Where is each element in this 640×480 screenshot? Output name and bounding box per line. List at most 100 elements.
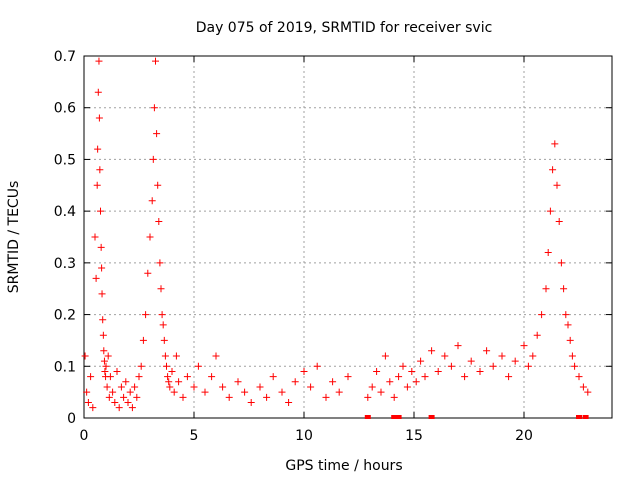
data-point: [150, 104, 158, 112]
chart-title: Day 075 of 2019, SRMTID for receiver svi…: [196, 20, 493, 36]
plot-frame: [83, 55, 613, 419]
data-point: [285, 398, 293, 406]
data-point: [562, 311, 570, 319]
x-tick-label: 10: [295, 428, 313, 444]
data-point: [278, 388, 286, 396]
data-point: [152, 57, 159, 65]
data-point: [156, 259, 164, 267]
data-point: [89, 404, 97, 412]
data-point: [144, 269, 152, 277]
data-point: [421, 373, 429, 381]
data-point: [81, 352, 89, 360]
data-point: [560, 285, 568, 293]
data-point: [219, 383, 227, 391]
x-tick-label: 15: [405, 428, 423, 444]
y-tick-label: 0.3: [54, 256, 76, 272]
data-point: [160, 336, 168, 344]
data-point: [417, 357, 425, 365]
data-point: [263, 393, 271, 401]
data-point: [94, 88, 102, 96]
zero-marker: [391, 415, 398, 419]
x-axis-label: GPS time / hours: [285, 458, 402, 474]
data-point: [386, 378, 394, 386]
data-point: [571, 362, 579, 370]
data-point: [329, 378, 337, 386]
y-tick-label: 0.1: [54, 359, 76, 375]
data-point: [102, 362, 110, 370]
data-point: [128, 404, 136, 412]
y-tick-label: 0.6: [54, 101, 76, 117]
data-point: [566, 336, 574, 344]
data-point: [115, 404, 123, 412]
data-point: [106, 373, 114, 381]
data-point: [399, 362, 407, 370]
data-point: [96, 166, 104, 174]
data-point: [489, 362, 497, 370]
data-point: [568, 352, 576, 360]
data-point: [117, 383, 125, 391]
data-point: [87, 373, 95, 381]
data-point: [403, 383, 411, 391]
data-point: [408, 367, 416, 375]
data-point: [93, 181, 101, 189]
data-point: [225, 393, 233, 401]
data-point: [120, 393, 128, 401]
data-point: [154, 181, 162, 189]
data-point: [395, 373, 403, 381]
data-point: [101, 367, 109, 375]
data-point: [166, 383, 174, 391]
data-point: [212, 352, 220, 360]
data-point: [133, 393, 141, 401]
data-point: [524, 362, 532, 370]
data-point: [307, 383, 315, 391]
data-point: [158, 311, 166, 319]
zero-marker: [364, 415, 371, 419]
data-point: [194, 362, 202, 370]
data-point: [100, 357, 108, 365]
data-point: [579, 383, 587, 391]
data-point: [83, 388, 91, 396]
data-point: [498, 352, 506, 360]
data-point: [170, 388, 178, 396]
data-point: [131, 383, 139, 391]
data-point: [555, 217, 563, 225]
data-point: [322, 393, 330, 401]
data-point: [146, 233, 154, 241]
data-points: [81, 57, 592, 419]
data-point: [412, 378, 420, 386]
data-point: [163, 362, 170, 370]
data-point: [139, 336, 147, 344]
data-point: [92, 274, 100, 282]
data-point: [461, 373, 469, 381]
data-point: [344, 373, 352, 381]
data-point: [190, 383, 198, 391]
data-point: [148, 197, 156, 205]
data-point: [247, 398, 255, 406]
data-point: [157, 285, 165, 293]
data-point: [390, 393, 398, 401]
y-tick-label: 0.2: [54, 308, 76, 324]
data-point: [529, 352, 537, 360]
data-point: [564, 321, 572, 329]
data-point: [454, 342, 462, 350]
data-point: [135, 373, 143, 381]
zero-marker: [428, 415, 435, 419]
data-point: [483, 347, 491, 355]
data-point: [549, 166, 557, 174]
data-point: [208, 373, 216, 381]
data-point: [175, 378, 183, 386]
data-point: [234, 378, 242, 386]
data-point: [137, 362, 145, 370]
data-point: [122, 378, 130, 386]
data-point: [542, 285, 550, 293]
y-tick-label: 0.5: [54, 152, 76, 168]
data-point: [377, 388, 385, 396]
data-point: [557, 259, 565, 267]
x-tick-label: 5: [190, 428, 199, 444]
data-point: [91, 233, 99, 241]
data-point: [269, 373, 277, 381]
data-point: [441, 352, 449, 360]
y-tick-label: 0.7: [54, 49, 76, 65]
grid-lines: [84, 56, 612, 418]
y-tick-label: 0.4: [54, 204, 76, 220]
